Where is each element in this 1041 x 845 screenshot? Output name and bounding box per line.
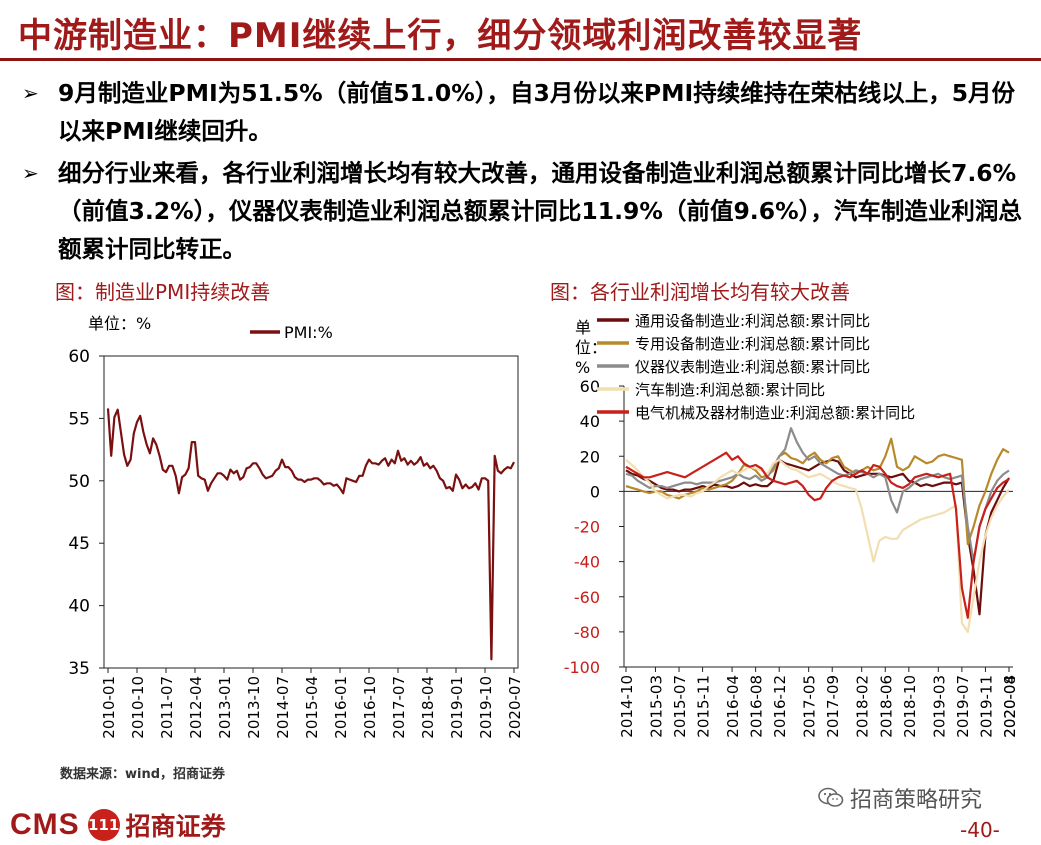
profit-x-tick-label: 2019-11 xyxy=(977,675,995,738)
profit-series-line-5 xyxy=(625,451,1010,619)
profit-x-tick-label: 2019-07 xyxy=(954,675,972,738)
pmi-x-tick-label: 2019-10 xyxy=(477,676,495,739)
data-source-note: 数据来源：wind，招商证券 xyxy=(60,767,226,782)
title-divider xyxy=(0,58,1041,61)
profit-series-line-3 xyxy=(625,427,1010,563)
pmi-x-tick-label: 2011-07 xyxy=(158,676,176,739)
profit-chart: 60 40 20 0 -20 -40 -60 -80 -100 2014-10 2015-03 201… xyxy=(564,312,1019,738)
pmi-x-tick-label: 2017-07 xyxy=(390,676,408,739)
pmi-x-tick-label: 2019-01 xyxy=(448,676,466,739)
profit-chart-title: 图：各行业利润增长均有较大改善 xyxy=(550,280,850,304)
logo-cms-text: CMS xyxy=(10,808,80,841)
profit-x-tick-label: 2017-05 xyxy=(801,675,819,738)
profit-y-tick-label: 0 xyxy=(590,482,600,501)
page-title: 中游制造业：PMI继续上行，细分领域利润改善较显著 xyxy=(18,16,863,56)
profit-series-line-2 xyxy=(625,437,1010,546)
profit-y-tick-label: 60 xyxy=(580,377,600,396)
profit-x-tick-label: 2020-04 xyxy=(1001,675,1019,738)
pmi-plot-frame xyxy=(103,355,519,669)
pmi-y-tick-label: 55 xyxy=(68,409,90,429)
profit-legend-label: 汽车制造:利润总额:累计同比 xyxy=(635,381,825,399)
profit-y-tick-label: 40 xyxy=(580,412,600,431)
pmi-x-tick-label: 2018-04 xyxy=(419,676,437,739)
pmi-x-tick-label: 2020-07 xyxy=(506,676,524,739)
profit-x-tick-label: 2020-08 xyxy=(1001,675,1019,738)
profit-x-tick-label: 2018-10 xyxy=(901,675,919,738)
profit-x-tick-label: 2019-03 xyxy=(930,675,948,738)
profit-x-tick-label: 2016-04 xyxy=(724,675,742,738)
profit-y-tick-label: -100 xyxy=(564,658,600,677)
pmi-legend-label: PMI:% xyxy=(284,323,333,342)
profit-legend-label: 专用设备制造业:利润总额:累计同比 xyxy=(635,335,870,353)
pmi-y-tick-label: 35 xyxy=(68,659,90,679)
pmi-x-tick-label: 2014-07 xyxy=(274,676,292,739)
pmi-chart: 60 55 50 45 40 35 2010-01 2010-10 2011-07 2012-04… xyxy=(68,323,524,739)
pmi-x-tick-label: 2010-01 xyxy=(100,676,118,739)
bullet-point-1: ➢ 9月制造业PMI为51.5%（前值51.0%），自3月份以来PMI持续维持在… xyxy=(22,74,1023,150)
profit-legend-label: 电气机械及器材制造业:利润总额:累计同比 xyxy=(635,404,915,422)
profit-x-tick-label: 2016-08 xyxy=(748,675,766,738)
profit-legend-label: 通用设备制造业:利润总额:累计同比 xyxy=(635,312,870,330)
pmi-y-tick-label: 45 xyxy=(68,534,90,554)
pmi-x-tick-label: 2012-04 xyxy=(187,676,205,739)
wechat-icon xyxy=(818,787,844,807)
pmi-y-tick-label: 50 xyxy=(68,472,90,492)
bullet-point-2: ➢ 细分行业来看，各行业利润增长均有较大改善，通用设备制造业利润总额累计同比增长… xyxy=(22,154,1023,268)
profit-y-tick-label: 20 xyxy=(580,447,600,466)
pmi-x-tick-label: 2013-01 xyxy=(216,676,234,739)
profit-legend-label: 仪器仪表制造业:利润总额:累计同比 xyxy=(635,358,870,376)
page-number: -40- xyxy=(960,818,1000,842)
bullet-arrow-icon: ➢ xyxy=(22,161,39,185)
wechat-watermark: 招商策略研究 xyxy=(818,782,982,814)
logo-company-name: 招商证券 xyxy=(125,812,226,841)
profit-x-tick-label: 2017-09 xyxy=(824,675,842,738)
profit-series-line-1 xyxy=(625,458,1010,616)
logo-badge-icon: 111 xyxy=(87,809,120,841)
pmi-x-tick-label: 2015-04 xyxy=(303,676,321,739)
pmi-x-tick-label: 2010-10 xyxy=(129,676,147,739)
company-logo: CMS 111 招商证券 xyxy=(10,805,226,845)
profit-x-tick-label: 2015-11 xyxy=(695,675,713,738)
profit-x-tick-label: 2018-02 xyxy=(854,675,872,738)
pmi-series-line xyxy=(106,408,515,661)
profit-y-tick-label: -60 xyxy=(574,588,600,607)
pmi-x-tick-label: 2013-10 xyxy=(245,676,263,739)
pmi-chart-title: 图：制造业PMI持续改善 xyxy=(55,280,271,304)
pmi-y-tick-label: 60 xyxy=(68,347,90,367)
profit-y-tick-label: -40 xyxy=(574,553,600,572)
profit-x-tick-label: 2016-12 xyxy=(771,675,789,738)
bullet-text: 9月制造业PMI为51.5%（前值51.0%），自3月份以来PMI持续维持在荣枯… xyxy=(58,79,1016,145)
profit-x-tick-label: 2014-10 xyxy=(618,675,636,738)
profit-series-line-4 xyxy=(625,458,1010,633)
profit-x-tick-label: 2015-07 xyxy=(671,675,689,738)
profit-y-tick-label: -80 xyxy=(574,623,600,642)
pmi-chart-unit: 单位：% xyxy=(88,314,152,333)
wechat-account-name: 招商策略研究 xyxy=(850,788,983,813)
pmi-y-tick-label: 40 xyxy=(68,597,90,617)
profit-x-tick-label: 2018-06 xyxy=(877,675,895,738)
profit-y-tick-label: -20 xyxy=(574,518,600,537)
pmi-x-tick-label: 2016-10 xyxy=(361,676,379,739)
bullet-text: 细分行业来看，各行业利润增长均有较大改善，通用设备制造业利润总额累计同比增长7.… xyxy=(58,159,1022,263)
profit-x-tick-label: 2015-03 xyxy=(647,675,665,738)
bullet-arrow-icon: ➢ xyxy=(22,81,39,105)
pmi-x-tick-label: 2016-01 xyxy=(332,676,350,739)
